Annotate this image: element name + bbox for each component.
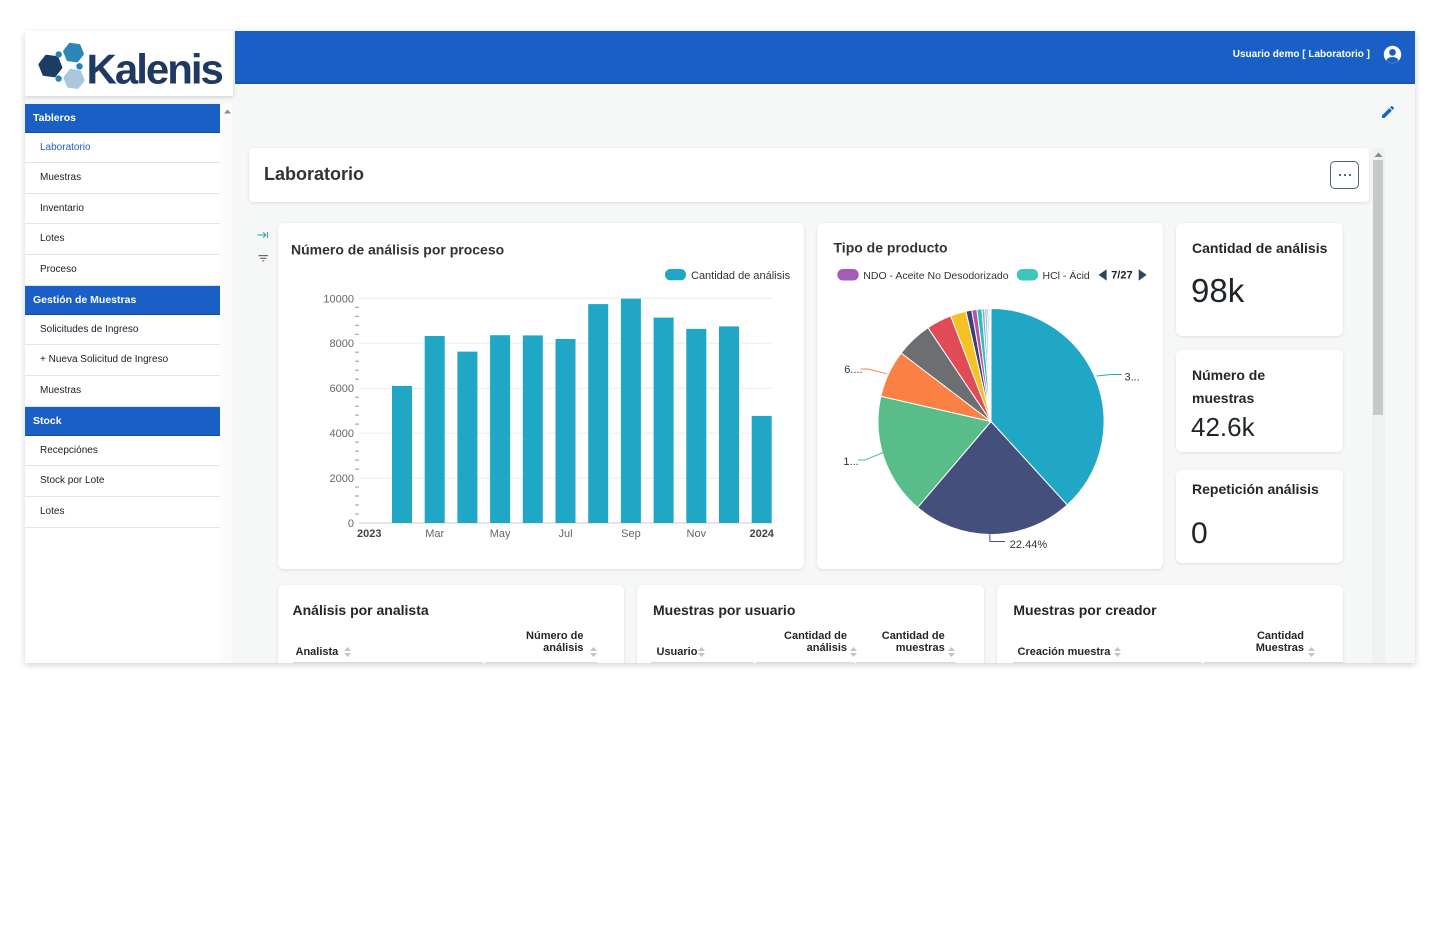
svg-text:2024: 2024 bbox=[749, 528, 774, 540]
svg-text:Nov: Nov bbox=[686, 528, 706, 540]
svg-text:May: May bbox=[489, 528, 510, 540]
svg-text:22.44%: 22.44% bbox=[1009, 539, 1047, 551]
svg-text:Cantidad de análisis: Cantidad de análisis bbox=[691, 270, 791, 282]
svg-text:6000: 6000 bbox=[329, 383, 353, 395]
svg-text:1...: 1... bbox=[843, 456, 858, 468]
svg-text:4000: 4000 bbox=[329, 428, 353, 440]
svg-text:Mar: Mar bbox=[425, 528, 444, 540]
svg-text:8000: 8000 bbox=[329, 338, 353, 350]
svg-text:2000: 2000 bbox=[329, 473, 353, 485]
svg-text:6....: 6.... bbox=[844, 364, 862, 376]
svg-text:0: 0 bbox=[347, 518, 353, 530]
svg-text:2023: 2023 bbox=[357, 528, 381, 540]
svg-text:HCl - Ácid: HCl - Ácid bbox=[1042, 269, 1089, 282]
svg-text:7/27: 7/27 bbox=[1111, 270, 1132, 282]
svg-text:Kalenis: Kalenis bbox=[87, 46, 223, 93]
svg-text:Sep: Sep bbox=[621, 528, 641, 540]
svg-text:3...: 3... bbox=[1124, 372, 1139, 384]
svg-text:Número de análisis por proceso: Número de análisis por proceso bbox=[291, 241, 504, 257]
svg-text:NDO - Aceite No Desodorizado: NDO - Aceite No Desodorizado bbox=[863, 270, 1008, 282]
svg-text:10000: 10000 bbox=[323, 293, 354, 305]
svg-text:Jul: Jul bbox=[558, 528, 572, 540]
svg-text:Tipo de producto: Tipo de producto bbox=[833, 240, 947, 256]
